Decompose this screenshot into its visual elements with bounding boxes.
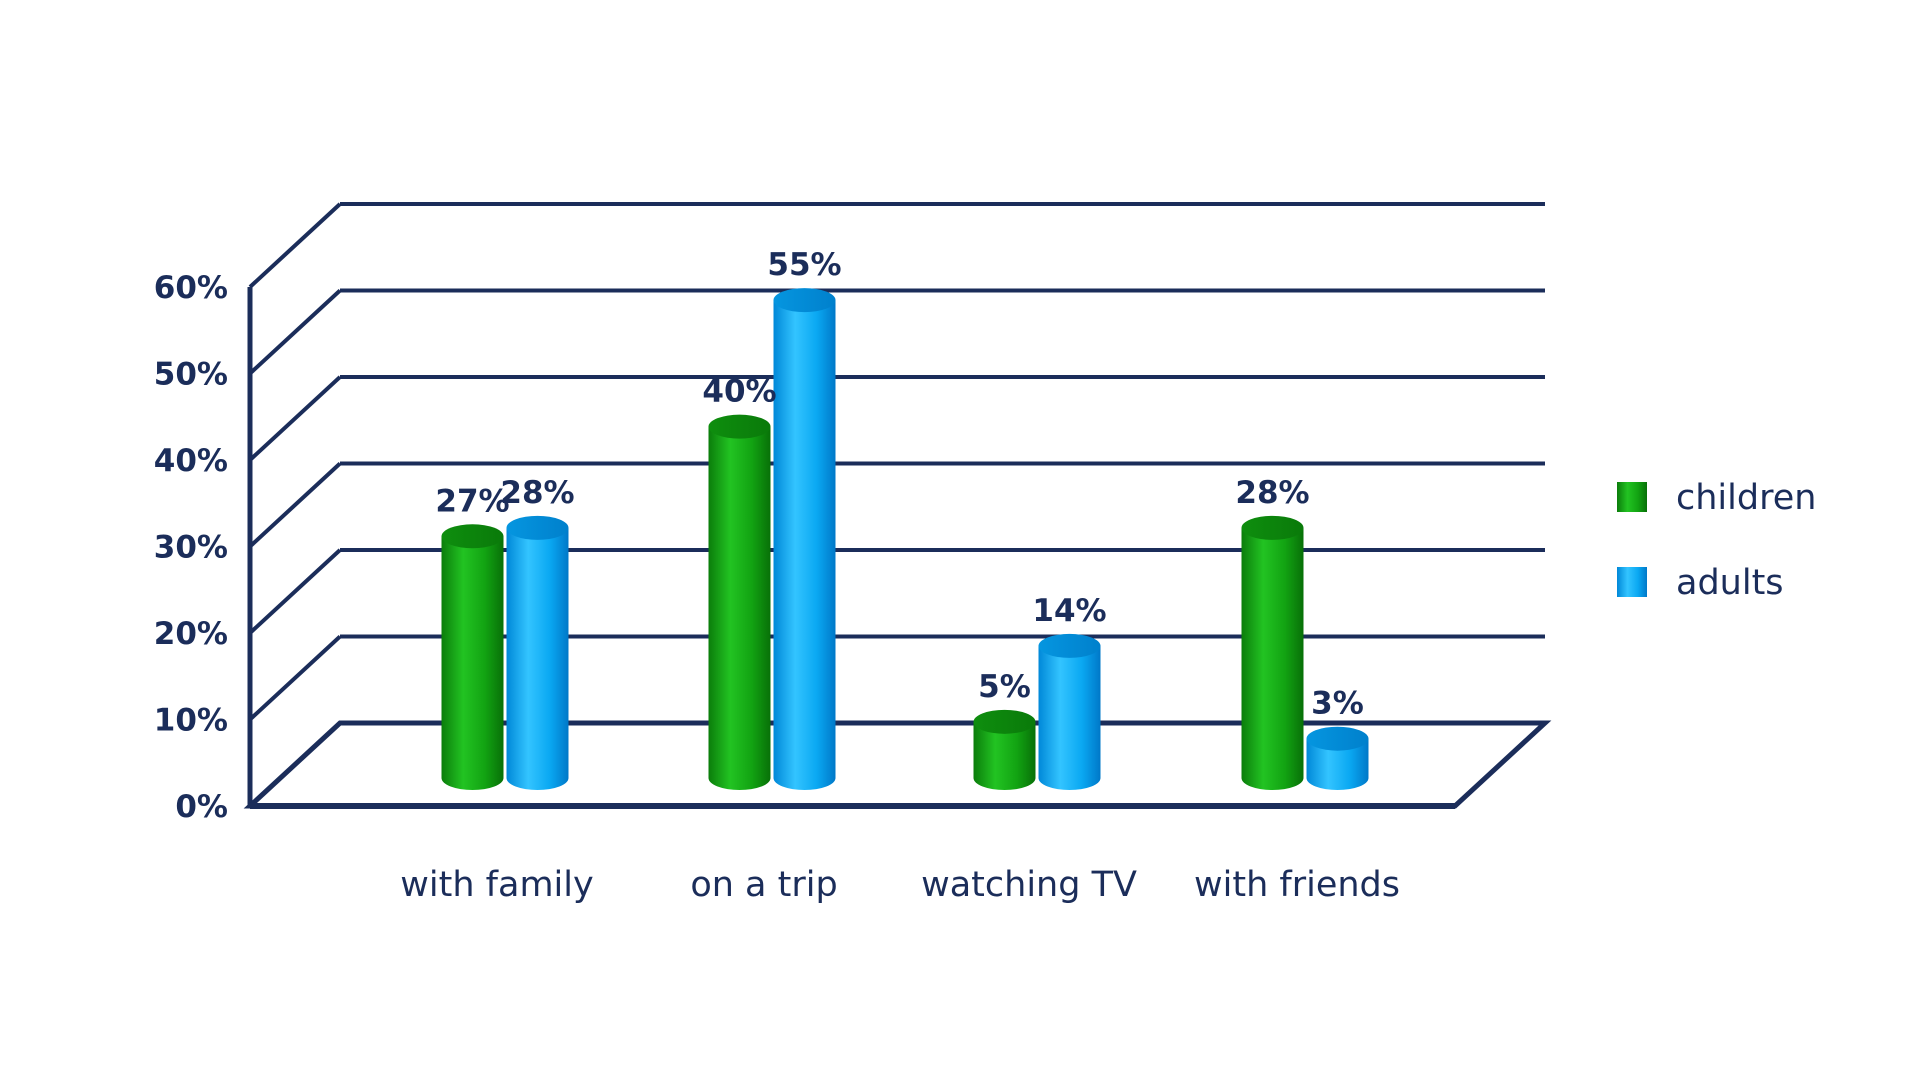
adults-bar bbox=[1306, 726, 1369, 790]
legend: children adults bbox=[1617, 478, 1816, 603]
side-gridline bbox=[248, 289, 342, 375]
adults-bar-cap bbox=[1306, 726, 1369, 751]
side-gridline bbox=[248, 375, 342, 462]
children-bar bbox=[441, 524, 504, 790]
data-label: 27% bbox=[435, 483, 509, 519]
data-label: 5% bbox=[978, 669, 1031, 705]
value-labels: 27%28%40%55%5%14%28%3% bbox=[435, 247, 1363, 722]
children-bar-cap bbox=[1241, 515, 1304, 540]
bars bbox=[441, 288, 1369, 790]
data-label: 55% bbox=[767, 247, 841, 283]
legend-item: children bbox=[1617, 478, 1816, 518]
x-axis-categories: with family on a trip watching TV with frie… bbox=[400, 865, 1400, 905]
data-label: 14% bbox=[1032, 593, 1106, 629]
adults-bar-cap bbox=[1038, 633, 1101, 658]
adults-bar-cap bbox=[506, 515, 569, 540]
legend-item: adults bbox=[1617, 563, 1784, 603]
adults-bar bbox=[506, 515, 569, 790]
data-label: 28% bbox=[500, 475, 574, 511]
children-bar bbox=[1241, 515, 1304, 790]
side-gridline bbox=[248, 635, 342, 721]
legend-swatch bbox=[1617, 482, 1647, 512]
y-axis-ticks: 0% 10% 20% 30% 40% 50% 60% bbox=[154, 270, 228, 825]
children-bar-cap bbox=[441, 524, 504, 549]
legend-label: children bbox=[1676, 478, 1816, 518]
x-category-label: watching TV bbox=[921, 865, 1137, 905]
adults-bar-body bbox=[773, 300, 836, 790]
data-label: 28% bbox=[1235, 475, 1309, 511]
legend-swatch bbox=[1617, 567, 1647, 597]
x-category-label: with family bbox=[400, 865, 593, 905]
side-gridline bbox=[248, 462, 342, 548]
legend-label: adults bbox=[1676, 563, 1784, 603]
y-tick-label: 40% bbox=[154, 443, 228, 479]
x-category-label: with friends bbox=[1194, 865, 1400, 905]
y-tick-label: 0% bbox=[175, 789, 228, 825]
adults-bar-body bbox=[1038, 645, 1101, 790]
y-tick-label: 50% bbox=[154, 357, 228, 393]
chart-frame bbox=[243, 202, 1552, 809]
data-label: 40% bbox=[702, 374, 776, 410]
adults-bar bbox=[773, 288, 836, 790]
children-bar-body bbox=[973, 721, 1036, 790]
side-gridline bbox=[248, 202, 342, 289]
side-gridline bbox=[248, 548, 342, 635]
x-category-label: on a trip bbox=[690, 865, 837, 905]
adults-bar-cap bbox=[773, 288, 836, 313]
children-bar-cap bbox=[973, 709, 1036, 734]
children-bar-cap bbox=[708, 414, 771, 439]
children-bar-body bbox=[708, 426, 771, 790]
children-bar-body bbox=[1241, 527, 1304, 790]
y-tick-label: 20% bbox=[154, 616, 228, 652]
y-tick-label: 30% bbox=[154, 530, 228, 566]
y-tick-label: 60% bbox=[154, 270, 228, 306]
children-bar bbox=[973, 709, 1036, 790]
adults-bar bbox=[1038, 633, 1101, 790]
adults-bar-body bbox=[1306, 738, 1369, 790]
data-label: 3% bbox=[1311, 686, 1364, 722]
children-bar bbox=[708, 414, 771, 790]
y-tick-label: 10% bbox=[154, 703, 228, 739]
adults-bar-body bbox=[506, 527, 569, 790]
children-bar-body bbox=[441, 536, 504, 790]
